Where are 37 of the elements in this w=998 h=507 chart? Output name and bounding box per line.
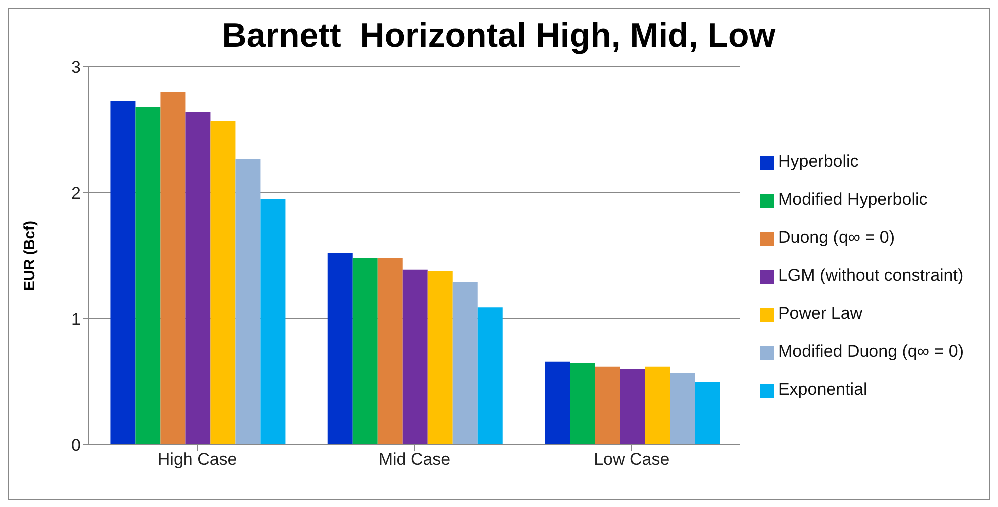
bar [670, 373, 696, 445]
y-axis-title: EUR (Bcf) [21, 221, 38, 291]
legend-label: LGM (without constraint) [778, 266, 964, 285]
legend-label: Exponential [778, 380, 868, 399]
y-tick-label: 0 [72, 436, 81, 456]
bar [160, 92, 186, 445]
chart-title: Barnett Horizontal High, Mid, Low [222, 17, 776, 55]
bar [452, 282, 478, 445]
bar [645, 366, 670, 445]
x-tick-label: Mid Case [378, 450, 451, 470]
bar [378, 258, 403, 445]
bar [478, 308, 503, 445]
bar [236, 158, 261, 445]
legend-label: Duong (q∞ = 0) [778, 228, 896, 247]
bar [402, 270, 428, 445]
bar [570, 363, 596, 445]
bar [260, 199, 286, 445]
bar [595, 366, 620, 445]
y-tick-label: 2 [72, 184, 81, 204]
bar [695, 382, 720, 445]
legend-label: Modified Hyperbolic [778, 190, 928, 209]
x-tick-label: High Case [158, 450, 238, 470]
bar [428, 271, 453, 445]
legend-label: Power Law [778, 304, 863, 323]
y-tick-label: 1 [72, 310, 81, 330]
y-tick-label: 3 [72, 58, 81, 78]
bar [620, 369, 646, 445]
bar [136, 107, 161, 445]
bar [210, 121, 236, 445]
bar [545, 362, 570, 445]
bar [110, 101, 136, 445]
bar [186, 112, 211, 445]
bar [328, 253, 353, 445]
x-tick-label: Low Case [594, 450, 670, 470]
bar [352, 258, 378, 445]
legend-label: Hyperbolic [778, 152, 859, 171]
legend-label: Modified Duong (q∞ = 0) [778, 342, 964, 361]
